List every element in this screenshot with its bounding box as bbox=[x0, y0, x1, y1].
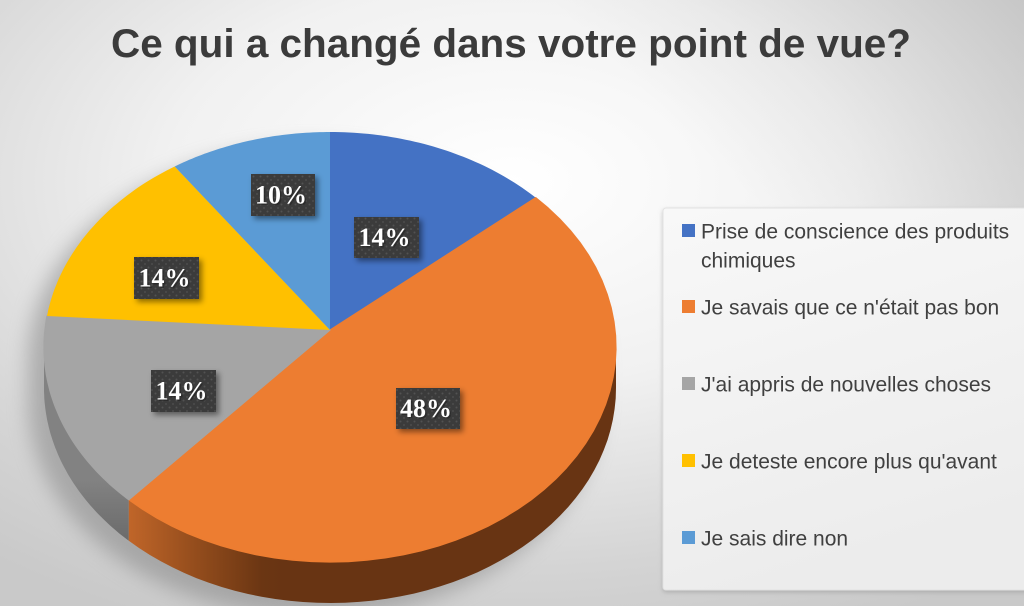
svg-text:48%: 48% bbox=[400, 394, 452, 423]
svg-text:Prise de conscience des produi: Prise de conscience des produits bbox=[701, 221, 1009, 244]
svg-text:10%: 10% bbox=[257, 182, 309, 211]
svg-text:14%: 14% bbox=[140, 265, 192, 294]
svg-text:14%: 14% bbox=[156, 377, 208, 406]
svg-text:Je deteste encore plus qu'avan: Je deteste encore plus qu'avant bbox=[701, 451, 997, 474]
svg-text:14%: 14% bbox=[139, 264, 191, 293]
svg-text:10%: 10% bbox=[255, 181, 307, 210]
svg-text:chimiques: chimiques bbox=[701, 250, 796, 273]
svg-text:14%: 14% bbox=[360, 225, 412, 254]
svg-text:Je savais que ce n'était pas b: Je savais que ce n'était pas bon bbox=[701, 297, 999, 320]
svg-text:Ce qui a changé dans votre poi: Ce qui a changé dans votre point de vue? bbox=[111, 22, 911, 66]
svg-text:14%: 14% bbox=[359, 223, 411, 252]
svg-text:Je sais dire non: Je sais dire non bbox=[701, 528, 848, 551]
svg-text:14%: 14% bbox=[157, 378, 209, 407]
svg-text:48%: 48% bbox=[402, 396, 454, 425]
svg-text:J'ai appris de nouvelles chose: J'ai appris de nouvelles choses bbox=[701, 374, 991, 397]
